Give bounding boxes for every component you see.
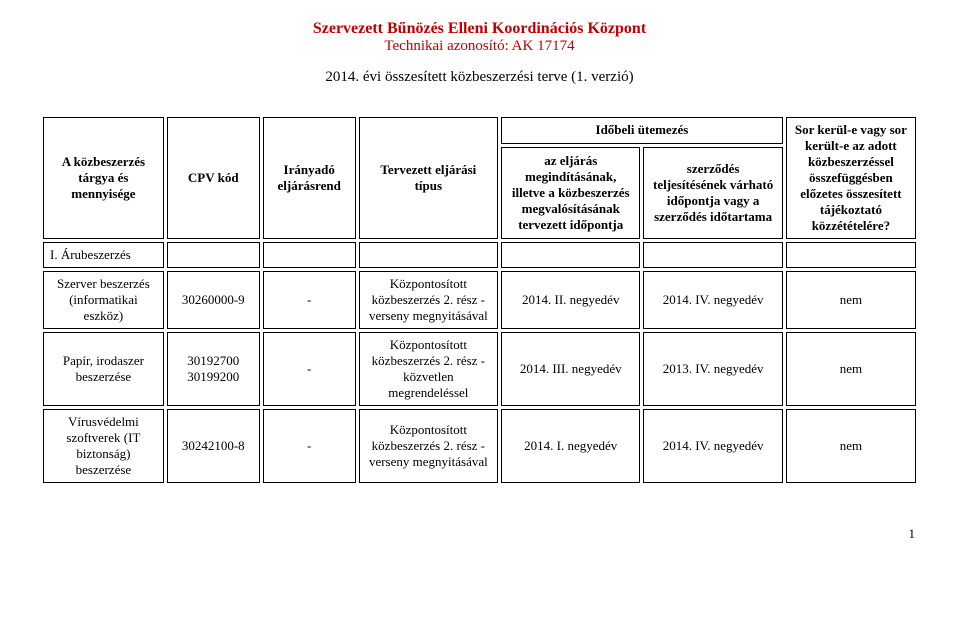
cell-start: 2014. I. negyedév [501,409,640,483]
table-row: Papír, irodaszer beszerzése 30192700 301… [43,332,916,406]
cell-cpv: 30260000-9 [167,271,260,329]
cell-proc-type: Központosított közbeszerzés 2. rész - kö… [359,332,498,406]
th-procedure-order: Irányadó eljárásrend [263,117,356,239]
section-label: I. Árubeszerzés [43,242,164,268]
cell-proc-order: - [263,332,356,406]
section-row: I. Árubeszerzés [43,242,916,268]
th-start-date: az eljárás megindításának, illetve a köz… [501,147,640,239]
cell-proc-order: - [263,409,356,483]
cell-proc-type: Központosított közbeszerzés 2. rész - ve… [359,409,498,483]
th-contract-date: szerződés teljesítésének várható időpont… [643,147,782,239]
cell-notice: nem [786,271,916,329]
table-row: Szerver beszerzés (informatikai eszköz) … [43,271,916,329]
table-row: Vírusvédelmi szoftverek (IT biztonság) b… [43,409,916,483]
cell-start: 2014. II. negyedév [501,271,640,329]
empty-cell [643,242,782,268]
cell-contract: 2013. IV. negyedév [643,332,782,406]
page-number: 1 [40,526,919,542]
procurement-table: A közbeszerzés tárgya és mennyisége CPV … [40,114,919,486]
th-prior-notice: Sor kerül-e vagy sor került-e az adott k… [786,117,916,239]
cell-subject: Szerver beszerzés (informatikai eszköz) [43,271,164,329]
cell-notice: nem [786,409,916,483]
empty-cell [359,242,498,268]
cell-notice: nem [786,332,916,406]
empty-cell [501,242,640,268]
empty-cell [786,242,916,268]
doc-subtitle: 2014. évi összesített közbeszerzési terv… [40,69,919,86]
th-timing-group: Időbeli ütemezés [501,117,783,144]
empty-cell [263,242,356,268]
cell-subject: Vírusvédelmi szoftverek (IT biztonság) b… [43,409,164,483]
empty-cell [167,242,260,268]
cell-proc-order: - [263,271,356,329]
cell-proc-type: Központosított közbeszerzés 2. rész - ve… [359,271,498,329]
th-subject: A közbeszerzés tárgya és mennyisége [43,117,164,239]
cell-cpv: 30192700 30199200 [167,332,260,406]
cell-contract: 2014. IV. negyedév [643,271,782,329]
cell-contract: 2014. IV. negyedév [643,409,782,483]
th-procedure-type: Tervezett eljárási típus [359,117,498,239]
org-title: Szervezett Bűnözés Elleni Koordinációs K… [40,20,919,38]
cell-subject: Papír, irodaszer beszerzése [43,332,164,406]
cell-start: 2014. III. negyedév [501,332,640,406]
th-cpv: CPV kód [167,117,260,239]
cell-cpv: 30242100-8 [167,409,260,483]
tech-id: Technikai azonosító: AK 17174 [40,38,919,55]
